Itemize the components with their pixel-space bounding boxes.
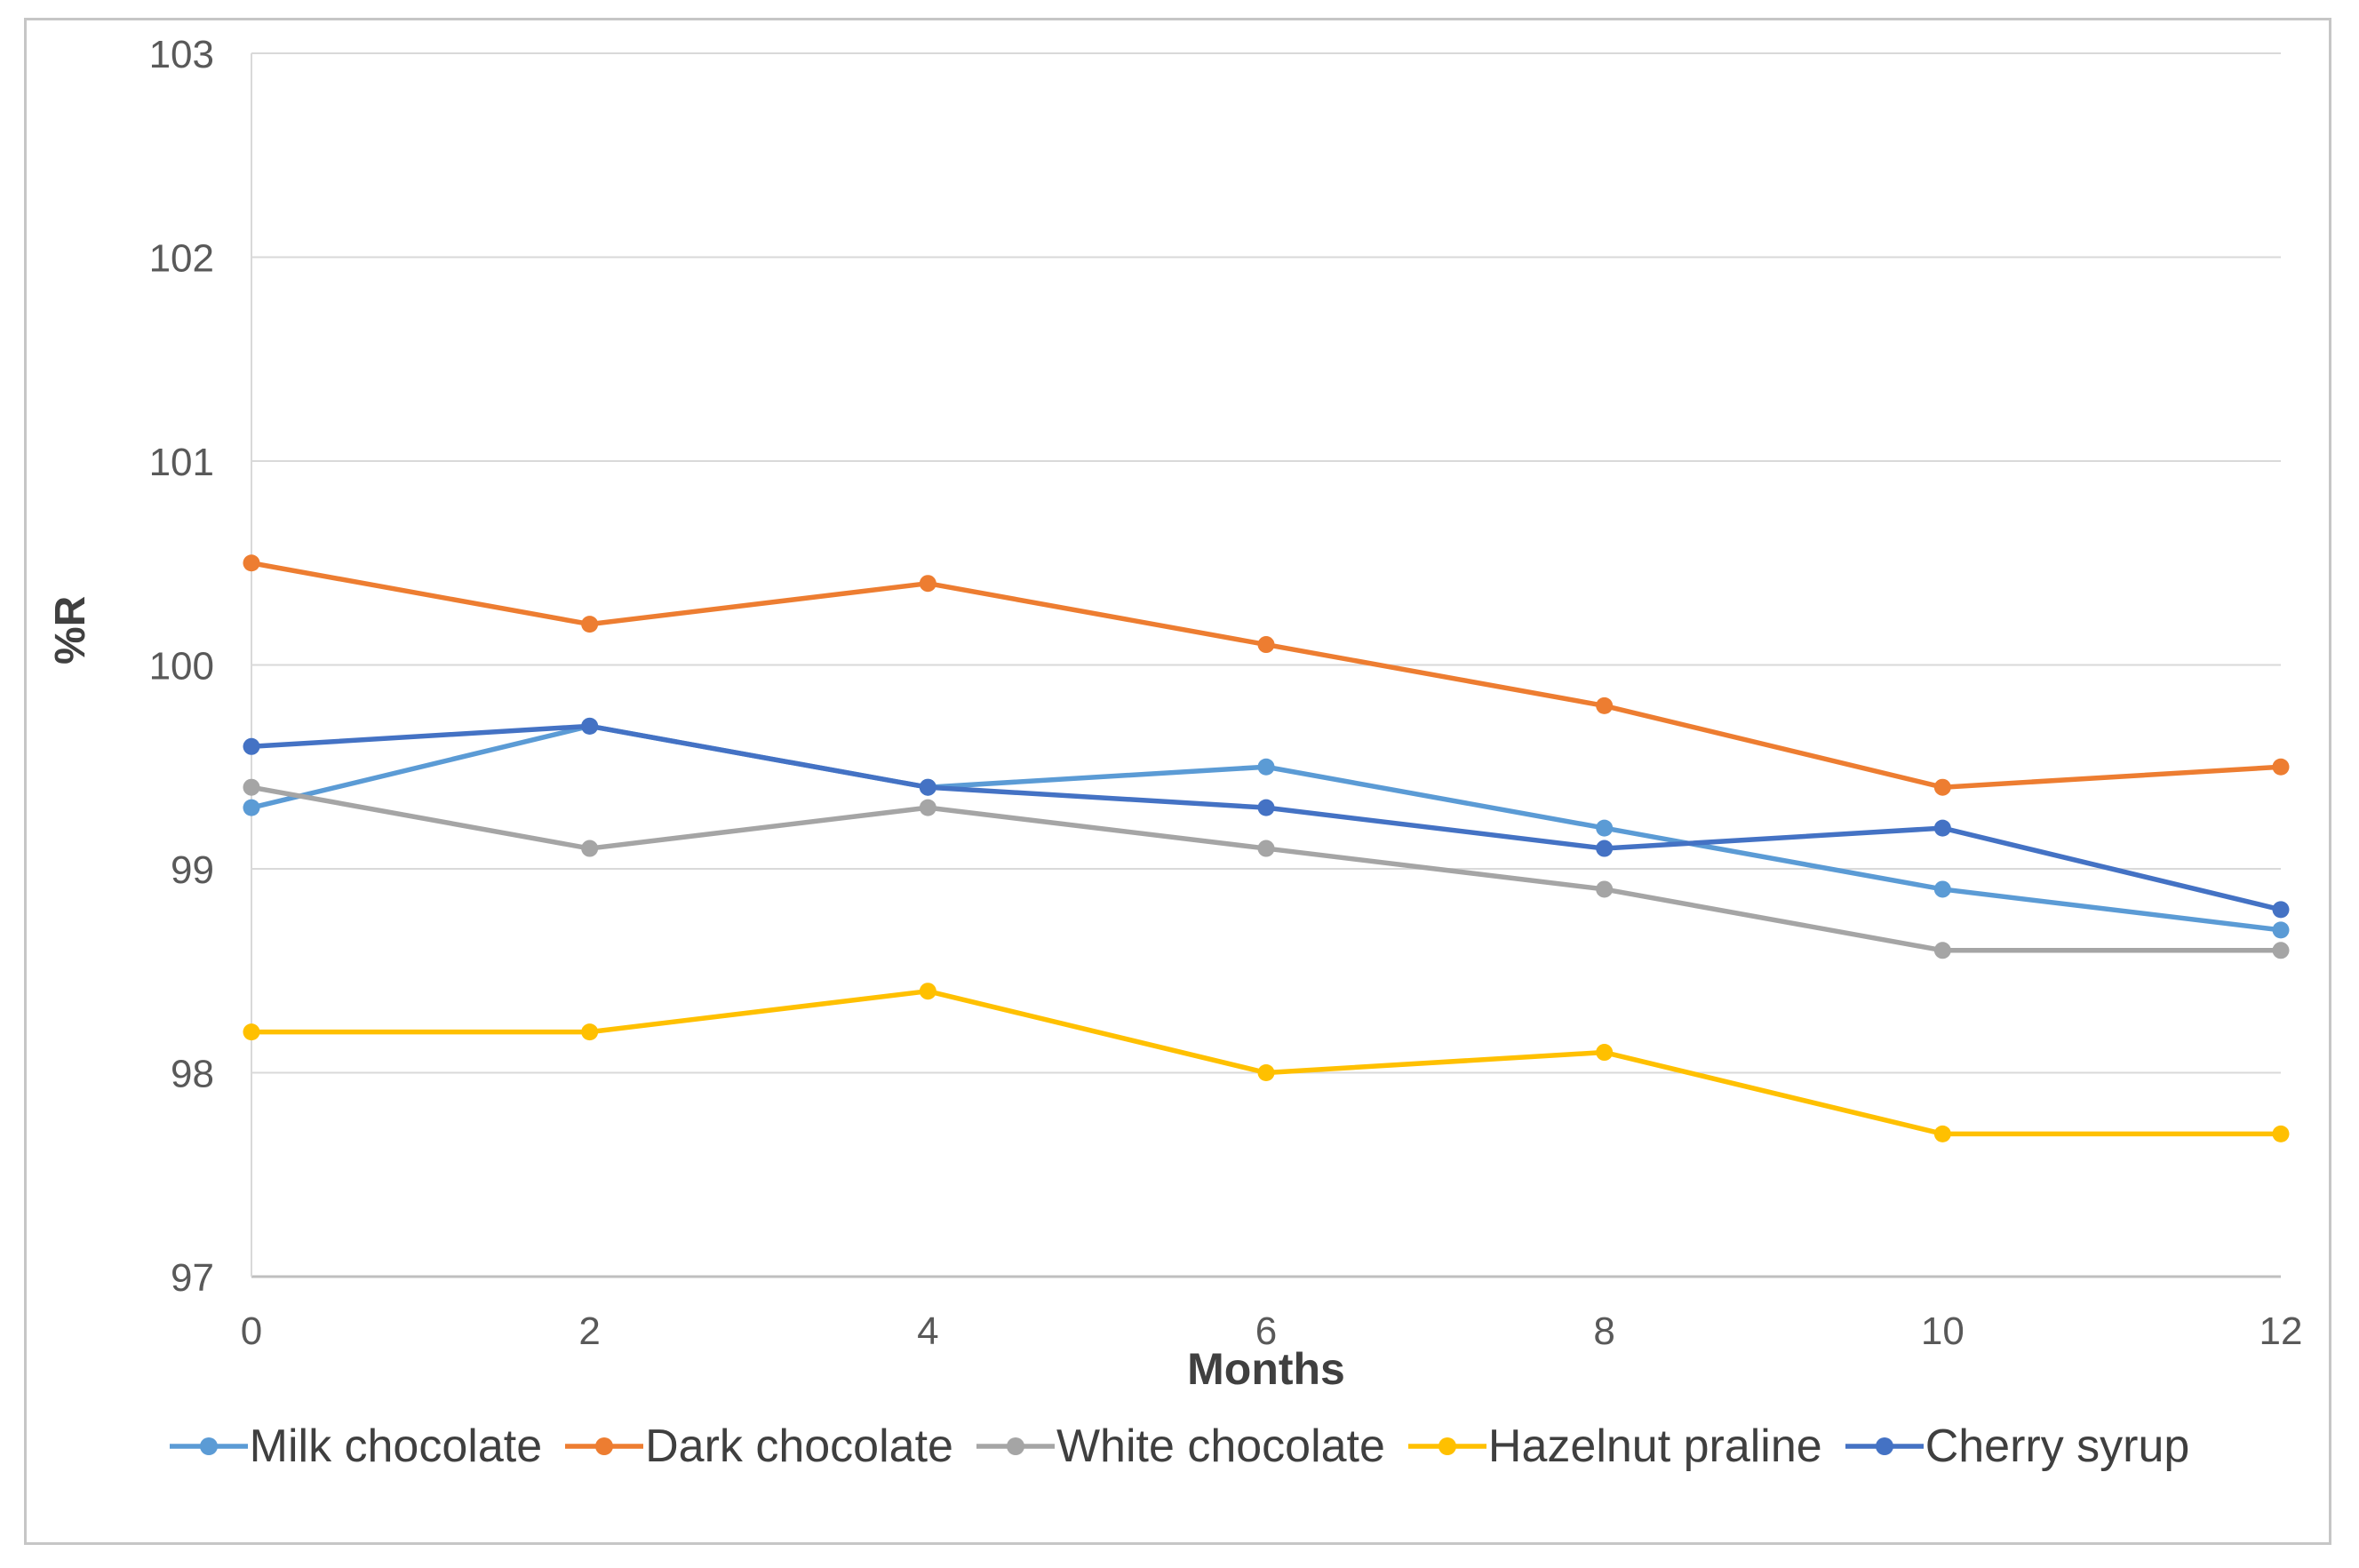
series-line-hazelnut-praline	[249, 988, 2283, 1137]
data-point-marker-white-chocolate	[919, 799, 936, 816]
series-line-cherry-syrup	[249, 723, 2283, 912]
x-tick-label: 6	[1255, 1309, 1277, 1353]
data-point-marker-white-chocolate	[1257, 840, 1275, 857]
data-point-marker-hazelnut-praline	[919, 983, 936, 1000]
data-point-marker-cherry-syrup	[1596, 840, 1614, 857]
legend-label: Milk chocolate	[249, 1421, 543, 1472]
data-point-marker-white-chocolate	[581, 840, 599, 857]
data-point-marker-milk-chocolate	[1933, 880, 1951, 898]
x-tick-label: 12	[2259, 1309, 2303, 1353]
data-point-marker-hazelnut-praline	[581, 1023, 599, 1041]
series-line-milk-chocolate	[249, 723, 2283, 933]
data-point-marker-white-chocolate	[1596, 880, 1614, 898]
data-point-marker-dark-chocolate	[1257, 636, 1275, 654]
data-point-marker-cherry-syrup	[581, 717, 599, 735]
x-tick-label: 0	[241, 1309, 262, 1353]
data-point-marker-milk-chocolate	[2272, 921, 2290, 939]
legend-item-white-chocolate: White chocolate	[976, 1420, 1385, 1473]
legend-label: Dark chocolate	[645, 1421, 953, 1472]
chart-outer-border	[24, 18, 2331, 1545]
legend-item-dark-chocolate: Dark chocolate	[565, 1420, 953, 1473]
y-tick-label: 101	[149, 441, 214, 484]
data-point-marker-dark-chocolate	[581, 616, 599, 633]
data-point-marker-hazelnut-praline	[1933, 1125, 1951, 1142]
data-point-marker-hazelnut-praline	[2272, 1125, 2290, 1142]
x-tick-label: 10	[1921, 1309, 1965, 1353]
y-tick-label: 100	[149, 645, 214, 688]
data-point-marker-hazelnut-praline	[243, 1023, 260, 1041]
data-point-marker-milk-chocolate	[243, 799, 260, 816]
x-tick-label: 8	[1593, 1309, 1614, 1353]
legend-marker-icon	[169, 1437, 248, 1455]
legend-item-milk-chocolate: Milk chocolate	[169, 1420, 543, 1473]
legend-marker-icon	[565, 1437, 644, 1455]
y-axis-title: %R	[47, 595, 94, 665]
data-point-marker-cherry-syrup	[919, 778, 936, 796]
legend-label: Hazelnut praline	[1487, 1421, 1822, 1472]
x-tick-label: 2	[578, 1309, 600, 1353]
data-point-marker-white-chocolate	[2272, 942, 2290, 959]
y-tick-label: 97	[171, 1256, 214, 1300]
legend-marker-icon	[976, 1437, 1055, 1455]
data-point-marker-cherry-syrup	[1257, 799, 1275, 816]
legend-marker-icon	[1407, 1437, 1486, 1455]
data-point-marker-milk-chocolate	[1257, 758, 1275, 776]
data-point-marker-cherry-syrup	[243, 737, 260, 755]
data-point-marker-dark-chocolate	[1596, 696, 1614, 714]
x-tick-label: 4	[917, 1309, 938, 1353]
legend-marker-icon	[1845, 1437, 1924, 1455]
data-point-marker-milk-chocolate	[1596, 819, 1614, 837]
legend-item-cherry-syrup: Cherry syrup	[1845, 1420, 2190, 1473]
chart-legend: Milk chocolate Dark chocolate White chocol…	[0, 1420, 2359, 1473]
legend-label: White chocolate	[1056, 1421, 1385, 1472]
legend-item-hazelnut-praline: Hazelnut praline	[1407, 1420, 1822, 1473]
data-point-marker-hazelnut-praline	[1596, 1044, 1614, 1062]
series-line-dark-chocolate	[249, 561, 2283, 790]
data-point-marker-white-chocolate	[1933, 942, 1951, 959]
data-point-marker-white-chocolate	[243, 778, 260, 796]
y-tick-label: 98	[171, 1053, 214, 1096]
y-tick-label: 102	[149, 237, 214, 281]
data-point-marker-hazelnut-praline	[1257, 1064, 1275, 1081]
y-tick-label: 103	[149, 33, 214, 76]
data-point-marker-cherry-syrup	[1933, 819, 1951, 837]
data-point-marker-dark-chocolate	[2272, 758, 2290, 776]
data-point-marker-dark-chocolate	[919, 575, 936, 593]
data-point-marker-dark-chocolate	[1933, 778, 1951, 796]
legend-label: Cherry syrup	[1925, 1421, 2190, 1472]
data-point-marker-dark-chocolate	[243, 554, 260, 572]
y-tick-label: 99	[171, 848, 214, 892]
data-point-marker-cherry-syrup	[2272, 901, 2290, 919]
x-axis-title: Months	[1187, 1344, 1345, 1394]
